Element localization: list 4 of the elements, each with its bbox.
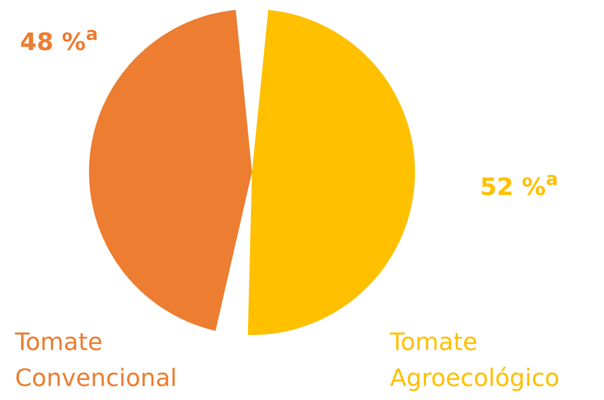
data-label: 52 %$^{a}$ (480, 168, 558, 201)
slice-label: Tomate Agroecológico (389, 328, 560, 392)
data-label: 48 %$^{a}$ (20, 24, 98, 56)
slice-label: Tomate Convencional (14, 328, 177, 392)
